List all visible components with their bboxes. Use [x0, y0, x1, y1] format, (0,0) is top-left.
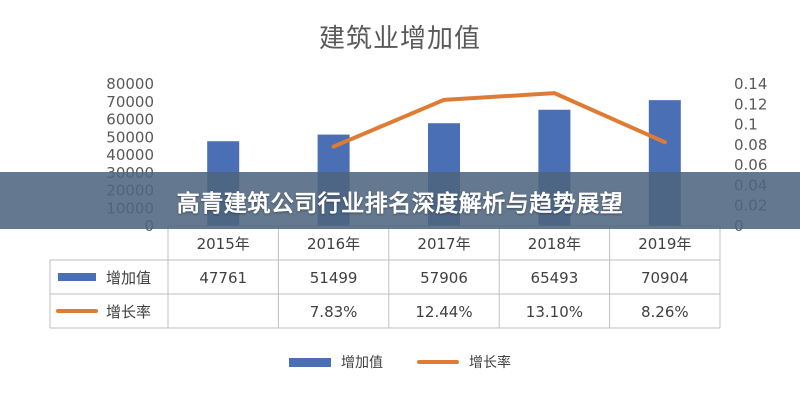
growth-line: [331, 91, 667, 149]
y2-tick-label: 0.1: [734, 116, 758, 134]
legend-bar-swatch: [289, 357, 331, 367]
title-banner: 高青建筑公司行业排名深度解析与趋势展望: [0, 172, 800, 229]
data-label: 12.44%: [415, 303, 472, 321]
x-tick-label: 2017年: [417, 235, 470, 253]
chart-legend: 增加值 增长率: [0, 352, 800, 372]
data-label: 8.26%: [641, 303, 689, 321]
legend-bar-label: 增加值: [341, 355, 383, 371]
legend-line-swatch: [417, 360, 459, 364]
data-label: 7.83%: [310, 303, 358, 321]
data-label: 70904: [641, 269, 689, 287]
data-label: 65493: [531, 269, 579, 287]
legend-item-bar: 增加值: [289, 352, 383, 372]
line-point: [443, 99, 445, 101]
x-tick-label: 2016年: [307, 235, 360, 253]
line-point: [333, 146, 335, 148]
x-tick-label: 2018年: [528, 235, 581, 253]
data-label: 13.10%: [526, 303, 583, 321]
chart-title: 建筑业增加值: [318, 24, 481, 54]
legend-item-line: 增长率: [417, 352, 511, 372]
banner-text: 高青建筑公司行业排名深度解析与趋势展望: [176, 190, 624, 217]
data-label: 51499: [310, 269, 358, 287]
y2-tick-label: 0.08: [734, 136, 767, 154]
y2-tick-label: 0.12: [734, 95, 767, 113]
line-point: [664, 141, 666, 143]
table-row-label-line: 增长率: [106, 303, 151, 321]
x-tick-label: 2015年: [197, 235, 250, 253]
y-tick-label: 70000: [106, 93, 154, 111]
x-tick-label: 2019年: [638, 235, 691, 253]
y2-tick-label: 0.06: [734, 156, 767, 174]
y-tick-label: 40000: [106, 146, 154, 164]
y-tick-label: 50000: [106, 128, 154, 146]
y2-tick-label: 0.14: [734, 75, 767, 93]
y-tick-label: 60000: [106, 111, 154, 129]
data-label: 57906: [420, 269, 468, 287]
table-row-label-bar: 增加值: [106, 269, 151, 287]
line-point: [553, 92, 555, 94]
data-label: 47761: [199, 269, 247, 287]
table-bar-swatch: [58, 273, 96, 281]
y-tick-label: 80000: [106, 75, 154, 93]
legend-line-label: 增长率: [469, 355, 511, 371]
